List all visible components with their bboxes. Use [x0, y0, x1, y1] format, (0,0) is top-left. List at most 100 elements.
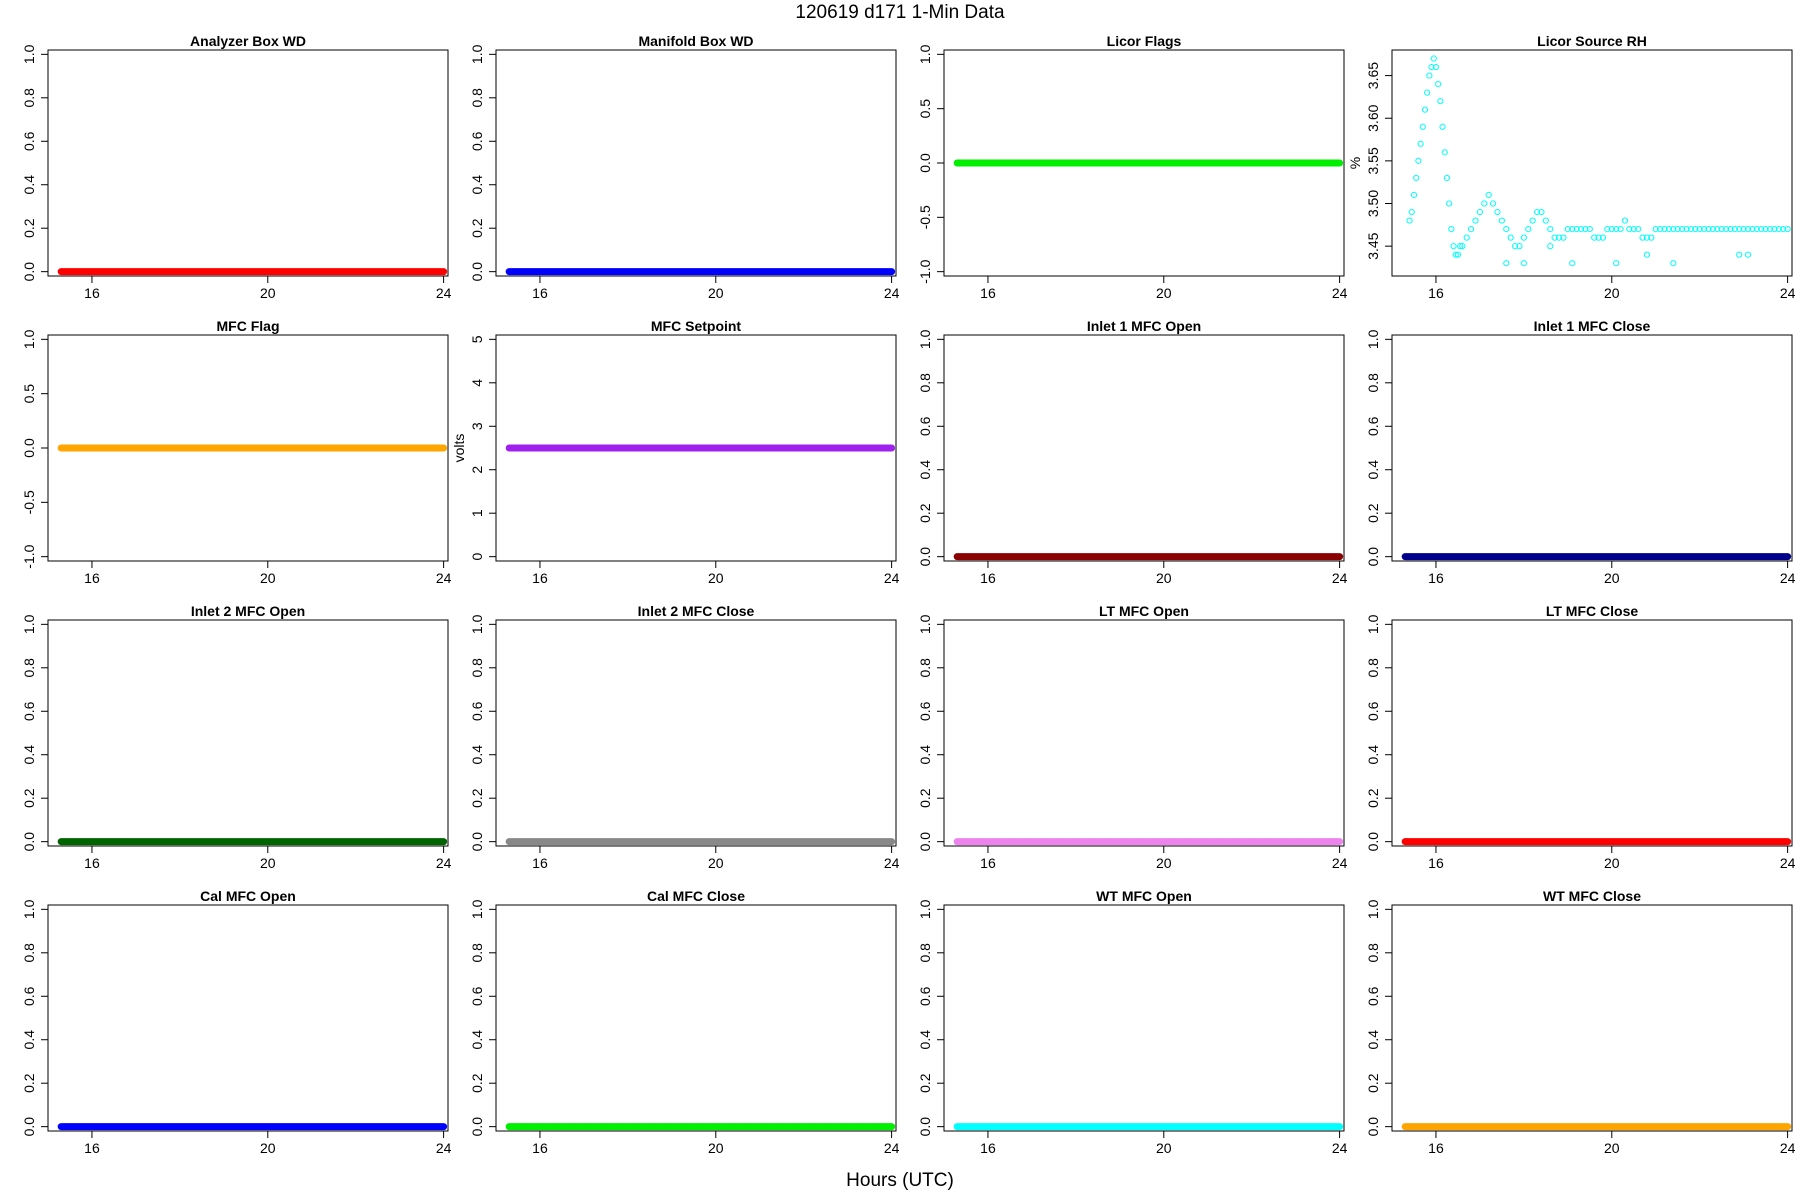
y-tick-label: 0.6 [21, 986, 37, 1006]
data-point [1718, 225, 1725, 233]
y-tick-label: 1.0 [1365, 899, 1381, 919]
panel-9: Inlet 2 MFC Open 16 20 24 0.0 0.2 0.4 0.6 0.8 1.0 [21, 603, 452, 871]
plot-frame [1391, 619, 1793, 847]
data-point [1661, 225, 1668, 233]
x-tick-label: 24 [884, 1140, 900, 1156]
y-tick-label: 0.0 [917, 1117, 933, 1137]
y-tick-label: 0.6 [917, 986, 933, 1006]
data-point [1424, 89, 1431, 96]
data-point [1749, 225, 1756, 233]
x-tick-label: 24 [1332, 285, 1348, 301]
data-point [1657, 225, 1664, 233]
data-point [1714, 225, 1721, 233]
data-point [1560, 234, 1567, 241]
data-point [1564, 225, 1571, 233]
panel-5: MFC Flag 16 20 24 -1.0 -0.5 0.0 0.5 1.0 [21, 318, 452, 586]
data-point [1437, 98, 1444, 105]
x-tick-label: 20 [708, 285, 724, 301]
y-tick-label: 2 [469, 466, 485, 474]
data-point [1503, 225, 1510, 233]
x-tick-label: 24 [436, 1140, 452, 1156]
panel-14: Cal MFC Close 16 20 24 0.0 0.2 0.4 0.6 0.8 1.0 [469, 888, 900, 1156]
y-tick-label: 0.4 [1365, 460, 1381, 480]
data-point [1415, 157, 1422, 164]
y-tick-label: 1.0 [917, 614, 933, 634]
x-tick-label: 20 [1156, 855, 1172, 871]
x-tick-label: 24 [436, 570, 452, 586]
data-point [1551, 234, 1558, 241]
y-tick-label: 0.8 [21, 658, 37, 678]
y-tick-label: 0.4 [917, 1030, 933, 1050]
data-point [1670, 225, 1677, 233]
y-tick-label: 0.2 [1365, 788, 1381, 808]
y-tick-label: 1.0 [917, 44, 933, 64]
data-point [1452, 251, 1459, 258]
data-point [1413, 174, 1420, 182]
data-point [1648, 234, 1655, 241]
data-point [1753, 225, 1760, 233]
panel-title: Inlet 2 MFC Close [638, 603, 755, 619]
panel-15: WT MFC Open 16 20 24 0.0 0.2 0.4 0.6 0.8 1.0 [917, 888, 1348, 1156]
data-point [1670, 260, 1677, 267]
data-point [1547, 225, 1554, 233]
data-point [1582, 225, 1589, 233]
data-point [1621, 217, 1629, 224]
data-point [1439, 123, 1446, 130]
plot-frame [943, 334, 1345, 562]
y-tick-label: 0.4 [21, 745, 37, 765]
y-tick-label: 1.0 [21, 614, 37, 634]
plot-frame [943, 904, 1345, 1132]
y-tick-label: 0.5 [917, 99, 933, 119]
y-tick-label: 0.8 [469, 88, 485, 108]
y-tick-label: 0.6 [469, 701, 485, 721]
data-point [1457, 243, 1464, 250]
data-point [1406, 217, 1413, 224]
data-point [1507, 234, 1514, 241]
data-point [1481, 200, 1488, 207]
y-tick-label: 1.0 [21, 899, 37, 919]
data-point [1687, 225, 1695, 233]
y-tick-label: 3.45 [1365, 232, 1381, 259]
data-point [1435, 81, 1442, 88]
y-tick-label: 0.0 [469, 832, 485, 852]
data-point [1630, 225, 1637, 233]
data-point [1547, 243, 1554, 250]
data-point [1643, 234, 1651, 241]
x-tick-label: 16 [980, 1140, 996, 1156]
x-tick-label: 16 [1428, 285, 1444, 301]
data-point [1744, 225, 1752, 233]
data-point [1709, 225, 1716, 233]
data-point [1428, 63, 1435, 71]
y-tick-label: 0.2 [469, 788, 485, 808]
data-point [1613, 260, 1620, 267]
page-title: 120619 d171 1-Min Data [795, 2, 1005, 23]
y-tick-label: 0.0 [21, 832, 37, 852]
x-tick-label: 16 [84, 1140, 100, 1156]
y-tick-label: 1.0 [1365, 614, 1381, 634]
x-tick-label: 16 [532, 1140, 548, 1156]
plot-frame [943, 619, 1345, 847]
panel-16: WT MFC Close 16 20 24 0.0 0.2 0.4 0.6 0.8 1.0 [1365, 888, 1796, 1156]
data-point [1443, 174, 1451, 182]
y-tick-label: 0.6 [21, 701, 37, 721]
x-tick-label: 24 [884, 570, 900, 586]
panel-4: Licor Source RH 16 20 24 3.45 3.50 3.55 3.60 3.6… [1347, 33, 1796, 301]
panel-6: MFC Setpoint 16 20 24 0 1 2 3 4 5 volts [451, 318, 900, 586]
x-tick-label: 20 [260, 1140, 276, 1156]
y-tick-label: -0.5 [21, 490, 37, 514]
data-point [1696, 225, 1703, 233]
data-point [1705, 225, 1712, 233]
data-point [1762, 225, 1769, 233]
y-axis-label: volts [451, 434, 467, 463]
plot-frame [495, 904, 897, 1132]
data-point [1679, 225, 1686, 233]
data-point [1529, 217, 1536, 224]
data-point [1665, 225, 1673, 233]
y-tick-label: 0.2 [917, 503, 933, 523]
y-tick-label: 0.4 [21, 1030, 37, 1050]
data-point [1595, 234, 1602, 241]
data-point [1498, 217, 1505, 224]
y-tick-label: 0.5 [21, 384, 37, 404]
data-point [1766, 225, 1774, 233]
